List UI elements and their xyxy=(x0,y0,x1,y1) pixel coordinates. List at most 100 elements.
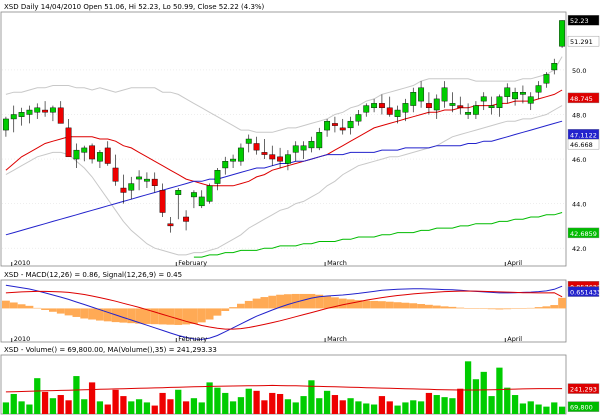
macd-histogram-bar xyxy=(495,308,504,310)
candle-body xyxy=(512,92,519,100)
candle-body xyxy=(230,158,237,162)
candle-body xyxy=(151,178,158,186)
macd-histogram-bar xyxy=(503,308,512,310)
macd-histogram-bar xyxy=(190,308,198,324)
price-series-3 xyxy=(5,89,563,187)
volume-bar xyxy=(182,401,190,414)
price-badge-2 xyxy=(567,35,600,47)
candle-body xyxy=(551,63,558,71)
volume-bar xyxy=(65,400,72,414)
candle-body xyxy=(441,87,448,102)
macd-histogram-bar xyxy=(49,308,57,312)
candle-body xyxy=(308,141,315,149)
macd-x-label: 2010 xyxy=(14,335,31,343)
macd-histogram-bar xyxy=(9,302,18,309)
macd-histogram-bar xyxy=(346,299,355,309)
macd-histogram-bar xyxy=(80,308,89,319)
candle-body xyxy=(65,127,72,158)
candle-body xyxy=(42,109,49,113)
macd-histogram-bar xyxy=(448,306,457,309)
volume-bar xyxy=(402,402,409,414)
candle-body xyxy=(277,156,284,162)
macd-histogram-bar xyxy=(72,308,81,317)
candle-body xyxy=(449,103,456,106)
volume-bar xyxy=(34,378,41,414)
volume-bar xyxy=(543,406,550,414)
macd-badge-2 xyxy=(567,286,600,297)
candle-body xyxy=(371,103,378,109)
macd-histogram-bar xyxy=(197,308,206,323)
macd-x-label: February xyxy=(178,335,207,343)
candle-body xyxy=(73,149,80,160)
volume-bar xyxy=(222,392,229,414)
candle-body xyxy=(112,167,119,182)
candle-body xyxy=(394,109,401,117)
volume-bar xyxy=(206,382,213,414)
candle-body xyxy=(488,105,495,109)
volume-bar xyxy=(135,399,143,414)
candle-body xyxy=(222,161,229,169)
volume-badge-2-label: 69,800 xyxy=(570,404,593,412)
macd-histogram-bar xyxy=(150,308,159,325)
candle-body xyxy=(519,92,526,95)
price-badge-6-label: 42.6859 xyxy=(570,230,597,238)
candle-body xyxy=(316,132,323,149)
volume-bar xyxy=(128,401,135,414)
macd-histogram-bar xyxy=(511,308,519,309)
macd-histogram-bar xyxy=(338,298,347,309)
volume-bar xyxy=(347,398,354,414)
volume-bar xyxy=(355,401,362,414)
price-badge-1-label: 52.23 xyxy=(570,17,589,25)
macd-histogram-bar xyxy=(456,307,465,309)
macd-histogram-bar xyxy=(409,303,418,309)
macd-histogram-bar xyxy=(103,308,112,322)
macd-histogram-bar xyxy=(542,306,551,309)
volume-badge-1 xyxy=(567,383,600,394)
macd-histogram-bar xyxy=(487,308,496,310)
candle-body xyxy=(472,105,479,115)
price-badge-5-label: 46.668 xyxy=(570,141,593,149)
candle-body xyxy=(104,147,111,164)
price-x-label: April xyxy=(507,259,522,267)
volume-bar xyxy=(261,400,268,414)
macd-histogram-bar xyxy=(229,307,237,309)
macd-histogram-bar xyxy=(526,307,535,309)
macd-histogram-bar xyxy=(182,308,190,325)
macd-histogram-bar xyxy=(127,308,136,324)
volume-bar xyxy=(370,404,378,414)
macd-histogram-bar xyxy=(362,300,371,309)
macd-panel-title: XSD - MACD(12,26) = 0.86, Signal(12,26,9… xyxy=(4,271,182,279)
price-badge-6 xyxy=(567,227,600,239)
macd-histogram-bar xyxy=(472,308,480,309)
volume-ma-line xyxy=(5,384,563,393)
candle-body xyxy=(559,20,566,47)
macd-histogram-bar xyxy=(307,293,316,309)
price-panel-title: XSD Daily 14/04/2010 Open 51.06, Hi 52.2… xyxy=(4,3,265,11)
volume-bar xyxy=(229,401,237,414)
macd-histogram-bar xyxy=(425,304,433,309)
volume-bar xyxy=(245,388,252,414)
macd-histogram-bar xyxy=(370,300,378,309)
volume-bar xyxy=(457,388,464,414)
volume-bar xyxy=(175,389,182,414)
volume-bar xyxy=(237,397,245,414)
candle-body xyxy=(253,143,260,151)
volume-panel-frame xyxy=(0,354,567,415)
macd-histogram-bar xyxy=(323,296,331,309)
macd-histogram-bar xyxy=(299,293,308,309)
candle-body xyxy=(261,152,268,155)
macd-histogram-bar xyxy=(385,301,394,309)
volume-bar xyxy=(441,397,448,414)
macd-histogram-bar xyxy=(119,308,128,323)
volume-bar xyxy=(143,402,151,414)
volume-bar xyxy=(394,405,401,414)
volume-bar xyxy=(88,382,96,414)
candle-body xyxy=(81,147,88,153)
price-panel: 42.0 44.0 46.0 48.0 50.0 2010 February March Apr… xyxy=(0,11,600,267)
macd-histogram-bar xyxy=(440,306,449,309)
candle-body xyxy=(18,112,25,117)
macd-x-label: March xyxy=(327,335,347,343)
macd-histogram-bar xyxy=(291,293,300,309)
